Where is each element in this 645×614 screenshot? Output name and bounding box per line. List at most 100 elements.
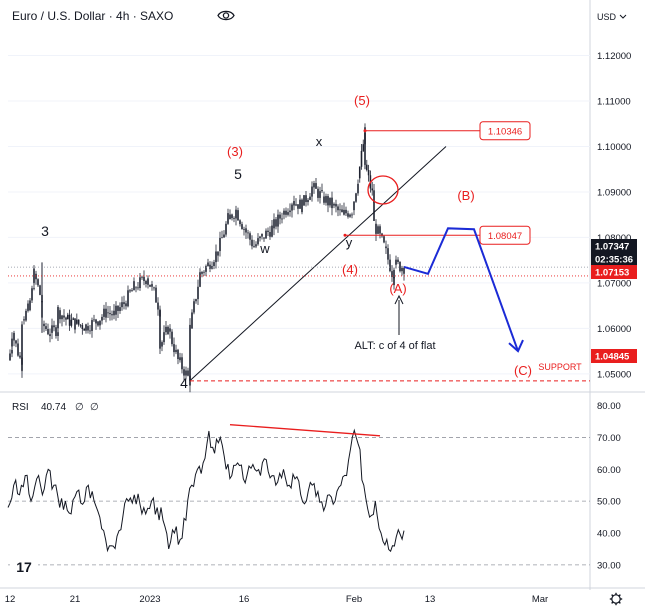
wave-label: y <box>346 235 353 250</box>
candle-body <box>173 344 175 353</box>
candle-body <box>283 210 285 215</box>
candle-body <box>23 319 25 321</box>
candle-body <box>99 320 101 326</box>
rsi-tick-label: 50.00 <box>597 497 621 508</box>
rsi-tick-label: 60.00 <box>597 465 621 476</box>
price-tag-label: 1.07347 <box>595 242 629 253</box>
candle-body <box>161 342 163 347</box>
candle-body <box>197 286 199 300</box>
candle-body <box>103 308 105 317</box>
candle-body <box>207 262 209 267</box>
price-tag <box>591 239 637 253</box>
candle-body <box>137 287 139 289</box>
candle-body <box>221 237 223 239</box>
grid <box>0 0 645 590</box>
candle-body <box>259 236 261 239</box>
candle-body <box>93 319 95 321</box>
candle-body <box>369 175 372 189</box>
gear-ring <box>611 594 621 604</box>
candle-body <box>343 209 345 215</box>
price-tag <box>591 265 637 279</box>
candle-body <box>393 276 395 286</box>
candle-body <box>169 328 171 332</box>
candle-body <box>225 223 227 235</box>
candle-body <box>159 310 161 349</box>
candle-body <box>29 300 31 311</box>
gear-icon <box>609 592 623 606</box>
candle-body <box>65 317 67 320</box>
candle-body <box>117 305 119 311</box>
trendline <box>189 146 447 382</box>
candle-body <box>185 370 187 376</box>
candle-body <box>233 218 235 219</box>
gear-tooth <box>618 601 621 604</box>
candle-body <box>295 204 297 206</box>
candle-body <box>189 375 191 386</box>
candle-body <box>335 203 337 207</box>
candle-body <box>153 287 155 289</box>
candle-body <box>347 213 349 217</box>
wave-label: x <box>316 134 323 149</box>
price-tag-label: 1.04845 <box>595 352 630 363</box>
eye-icon[interactable] <box>217 9 235 22</box>
candle-body <box>291 204 293 211</box>
candle-body <box>89 330 91 332</box>
wave-label: (4) <box>342 262 358 277</box>
candle-body <box>313 183 315 188</box>
candle-body <box>373 201 375 221</box>
candle-body <box>279 214 281 219</box>
candle-body <box>219 237 221 252</box>
candle-body <box>115 305 117 315</box>
wave-label: SUPPORT <box>538 362 582 372</box>
candle-body <box>367 170 370 176</box>
candle-body <box>57 306 59 329</box>
candle-body <box>247 232 249 234</box>
candle-body <box>147 278 149 285</box>
time-tick-label: 2023 <box>139 594 160 605</box>
candle-body <box>360 150 363 167</box>
candle-body <box>353 201 355 211</box>
candle-body <box>11 338 13 347</box>
candle-body <box>61 315 63 320</box>
wave-label: (B) <box>457 188 474 203</box>
candle-body <box>27 303 29 311</box>
price-tick-label: 1.08000 <box>597 233 631 244</box>
candle-body <box>285 210 287 215</box>
candle-body <box>401 267 403 272</box>
rsi-title: RSI <box>12 402 29 413</box>
candle-body <box>249 233 251 240</box>
wave-label: 3 <box>41 223 49 239</box>
price-tick-label: 1.06000 <box>597 324 631 335</box>
candle-body <box>127 290 129 307</box>
price-tag <box>591 252 637 266</box>
candle-body <box>341 209 343 213</box>
wave-label: (5) <box>354 93 370 108</box>
candle-body <box>339 209 341 211</box>
level-dot <box>343 233 347 237</box>
wave-label: w <box>259 241 270 256</box>
candle-body <box>217 251 219 256</box>
candle-body <box>139 277 141 289</box>
price-tick-label: 1.09000 <box>597 187 631 198</box>
candle-body <box>159 309 161 317</box>
candle-body <box>305 195 307 203</box>
time-tick-label: 16 <box>239 594 250 605</box>
price-tag <box>591 349 637 363</box>
candle-body <box>85 324 87 331</box>
candle-body <box>199 272 201 287</box>
level-dot <box>363 129 367 133</box>
time-tick-label: Mar <box>532 594 548 605</box>
wave-label: (C) <box>514 363 532 378</box>
candle-body <box>277 214 279 227</box>
candle-body <box>15 340 17 344</box>
candle-body <box>167 326 169 334</box>
candle-body <box>383 236 385 243</box>
candle-body <box>231 214 233 219</box>
rsi-tick-label: 70.00 <box>597 433 621 444</box>
candle-body <box>377 226 379 234</box>
price-tick-label: 1.07000 <box>597 278 631 289</box>
annotations: 1.10346 1.08047 3 5 (3) x (5) w y (4) (A) 4 (B) (C) SU… <box>8 93 590 391</box>
candle-body <box>397 259 399 263</box>
candle-body <box>105 308 107 318</box>
